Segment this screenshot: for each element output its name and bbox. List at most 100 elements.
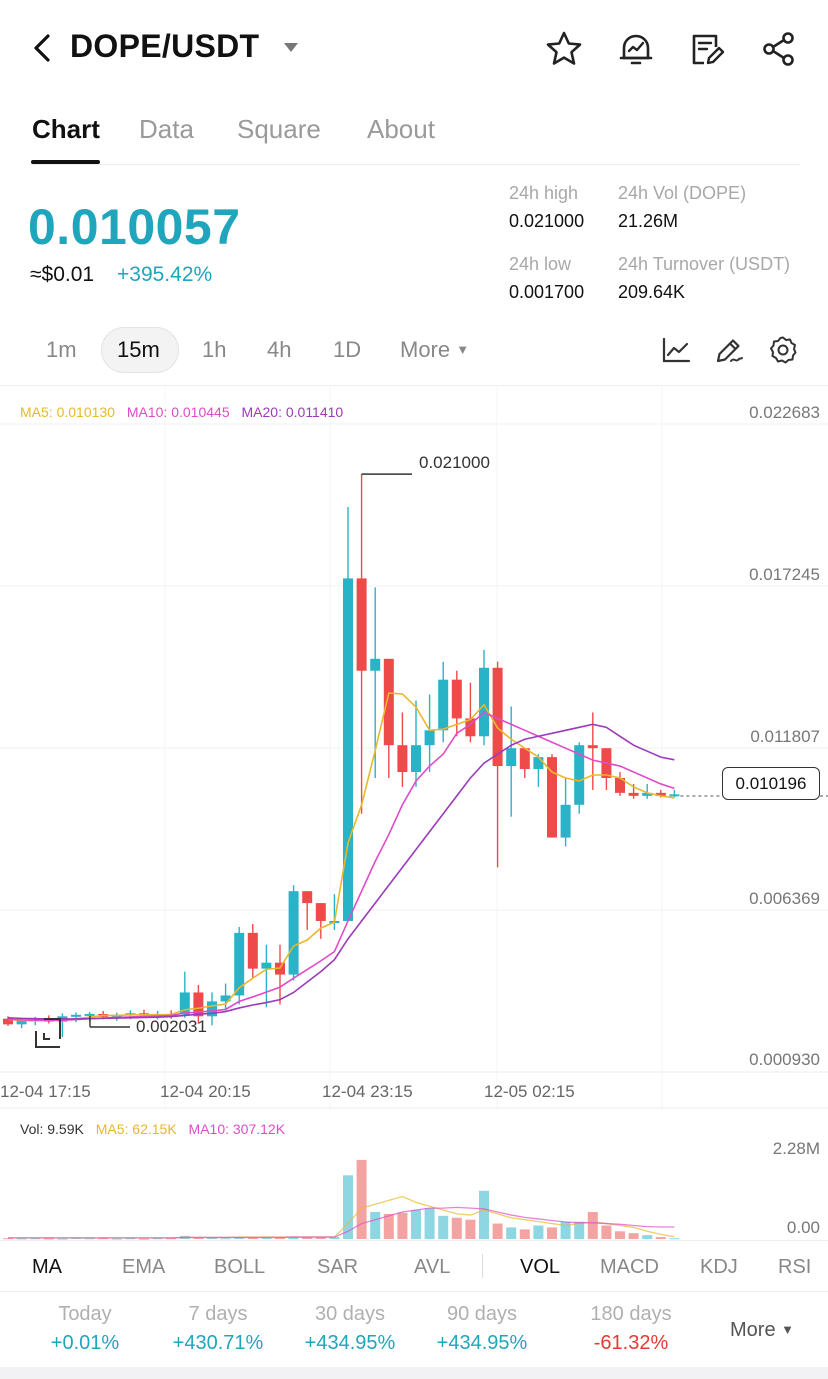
indicator-kdj[interactable]: KDJ [700, 1256, 738, 1278]
indicator-macd[interactable]: MACD [600, 1256, 659, 1278]
candle-body [547, 757, 557, 838]
volume-bar [411, 1210, 421, 1239]
candle-body [479, 667, 489, 737]
tab-chart[interactable]: Chart [32, 114, 100, 144]
candle-body [615, 777, 625, 793]
interval-4h[interactable]: 4h [267, 337, 292, 362]
candlestick-chart[interactable] [0, 386, 828, 1111]
volume-bar [547, 1227, 557, 1239]
price-alert-icon[interactable] [617, 30, 655, 68]
candle-body [669, 794, 680, 797]
candle [601, 748, 612, 790]
expand-fullscreen-icon[interactable] [34, 1017, 62, 1049]
indicator-sar[interactable]: SAR [317, 1256, 359, 1278]
indicator-rsi[interactable]: RSI [778, 1256, 812, 1278]
perf-value: +434.95% [304, 1332, 396, 1354]
perf-30-days: 30 days +434.95% [285, 1303, 415, 1355]
volume-axis-tick: 2.28M [772, 1139, 820, 1158]
interval-more-button[interactable]: More ▼ [400, 337, 469, 363]
candle-body [343, 578, 353, 921]
candle-body [574, 745, 585, 805]
candle [343, 506, 353, 921]
volume-bar [356, 1159, 367, 1239]
candle [492, 661, 503, 868]
volume-chart[interactable] [0, 1111, 828, 1241]
draw-pen-icon[interactable] [714, 335, 744, 365]
volume-bar [519, 1229, 530, 1239]
star-icon[interactable] [545, 30, 583, 68]
share-icon[interactable] [760, 30, 798, 68]
candle [533, 754, 544, 787]
indicator-avl[interactable]: AVL [414, 1256, 451, 1278]
line-chart-icon[interactable] [661, 335, 691, 365]
candle-body [383, 658, 394, 746]
caret-down-icon[interactable] [282, 38, 300, 56]
volume-bar [533, 1225, 544, 1239]
tab-data[interactable]: Data [139, 114, 194, 144]
indicator-boll[interactable]: BOLL [214, 1256, 266, 1278]
volume-ma10-line [8, 1206, 675, 1239]
interval-1d[interactable]: 1D [333, 337, 362, 362]
perf-value: +0.01% [50, 1332, 120, 1354]
candle [547, 754, 557, 838]
candle-body [519, 748, 530, 770]
volume-bar [628, 1233, 639, 1239]
tab-divider [30, 164, 800, 165]
ma20-legend: MA20: 0.011410 [241, 404, 344, 420]
perf-more-label: More [730, 1319, 776, 1341]
volume-bar [16, 1238, 27, 1240]
indicator-vol[interactable]: VOL [520, 1256, 561, 1278]
perf-label: 7 days [188, 1303, 248, 1325]
stat-vol-label: 24h Vol (DOPE) [618, 183, 747, 203]
last-price: 0.010057 [28, 199, 241, 255]
stat-turnover-value: 209.64K [618, 282, 686, 302]
candle-body [247, 932, 258, 969]
perf-today: Today +0.01% [20, 1303, 150, 1355]
candle [411, 700, 421, 787]
candle [302, 891, 313, 930]
interval-1h[interactable]: 1h [202, 337, 227, 362]
price-axis-tick: 0.011807 [750, 727, 820, 746]
performance-more-button[interactable]: More ▼ [730, 1319, 794, 1342]
price-axis-tick: 0.022683 [749, 403, 820, 422]
volume-bar [302, 1237, 313, 1239]
volume-bar [166, 1238, 177, 1240]
interval-1m[interactable]: 1m [46, 337, 77, 362]
perf-label: 30 days [314, 1303, 386, 1325]
candle [383, 658, 394, 778]
candle-body [628, 792, 639, 796]
indicator-ema[interactable]: EMA [122, 1256, 166, 1278]
settings-gear-icon[interactable] [768, 335, 798, 365]
ma5-line [7, 692, 675, 1022]
perf-7-days: 7 days +430.71% [153, 1303, 283, 1355]
perf-label: 180 days [590, 1303, 672, 1325]
indicator-ma[interactable]: MA [32, 1256, 62, 1278]
ma-lines-group [7, 692, 675, 1022]
interval-15m[interactable]: 15m [117, 337, 160, 362]
back-arrow-icon[interactable] [28, 30, 58, 66]
volume-bar [424, 1208, 435, 1239]
low-price-marker-label: 0.002031 [136, 1017, 207, 1036]
pair-title[interactable]: DOPE/USDT [70, 28, 260, 64]
tab-square[interactable]: Square [237, 114, 321, 144]
volume-bar [220, 1238, 231, 1240]
volume-bar [574, 1221, 585, 1239]
note-edit-icon[interactable] [688, 30, 726, 68]
candle [451, 670, 462, 737]
tab-about[interactable]: About [367, 114, 435, 144]
price-axis-tick: 0.017245 [749, 565, 820, 584]
candle [234, 926, 245, 1005]
candle [247, 923, 258, 978]
candle [397, 712, 408, 787]
volume-bar [288, 1236, 299, 1239]
volume-bar [125, 1238, 136, 1240]
volume-bar [451, 1217, 462, 1239]
volume-bar [587, 1211, 598, 1239]
chart-area[interactable] [0, 385, 828, 1240]
stat-low-label: 24h low [509, 254, 572, 274]
candle [220, 983, 231, 1011]
volume-bar [492, 1223, 503, 1239]
candle-body [655, 792, 666, 796]
volume-bar [465, 1219, 476, 1239]
volume-bar [642, 1235, 653, 1239]
